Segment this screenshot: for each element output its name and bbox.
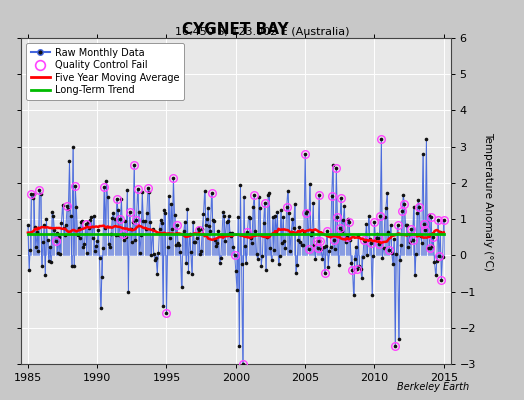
Text: 16.450 S, 123.002 E (Australia): 16.450 S, 123.002 E (Australia) xyxy=(174,26,350,36)
Title: CYGNET BAY: CYGNET BAY xyxy=(182,22,289,37)
Text: Berkeley Earth: Berkeley Earth xyxy=(397,382,469,392)
Legend: Raw Monthly Data, Quality Control Fail, Five Year Moving Average, Long-Term Tren: Raw Monthly Data, Quality Control Fail, … xyxy=(26,43,184,100)
Y-axis label: Temperature Anomaly (°C): Temperature Anomaly (°C) xyxy=(483,132,493,270)
